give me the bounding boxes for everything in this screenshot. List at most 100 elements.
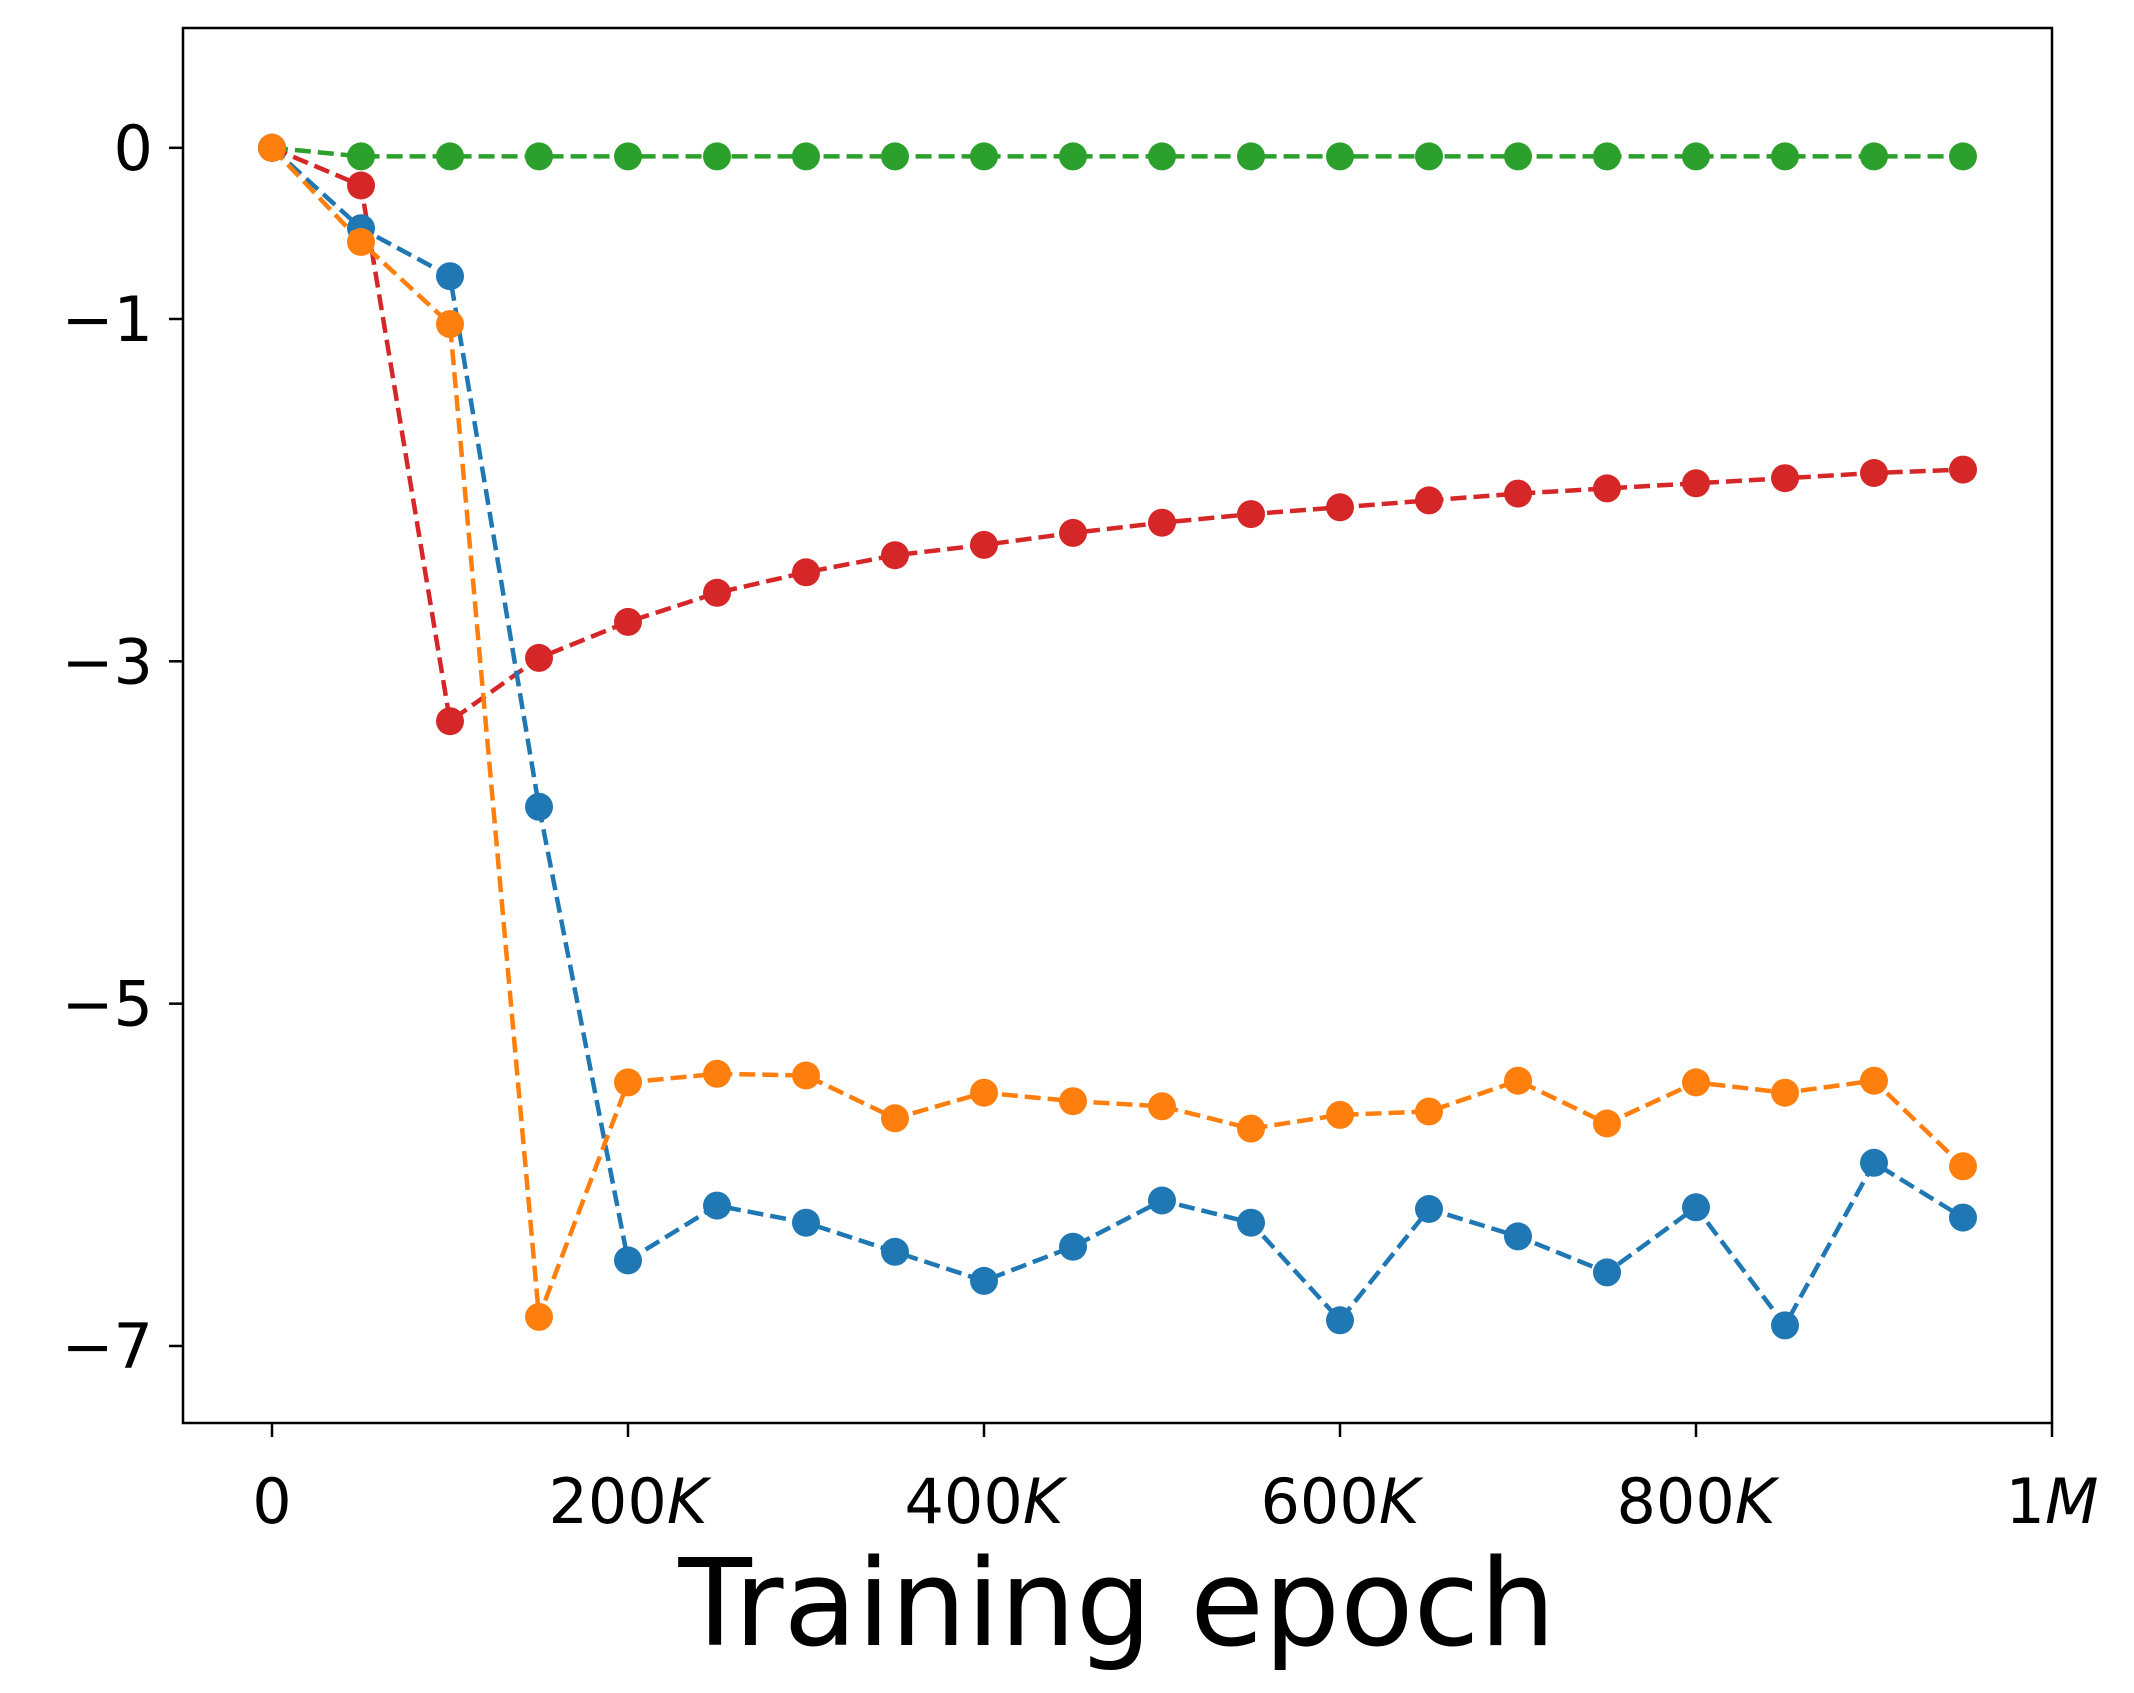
y-tick-label: 0 bbox=[114, 112, 153, 185]
series-3-point bbox=[970, 1078, 998, 1107]
y-tick-label: −7 bbox=[62, 1310, 153, 1383]
series-0-point bbox=[525, 142, 553, 171]
series-3-point bbox=[1237, 1114, 1265, 1143]
series-0-point bbox=[703, 142, 731, 171]
series-0-point bbox=[1771, 142, 1799, 171]
series-3-line bbox=[270, 146, 1965, 1318]
x-tick-label: 400K bbox=[904, 1465, 1067, 1538]
series-3-point bbox=[1860, 1066, 1888, 1095]
series-2-point bbox=[1415, 1195, 1443, 1223]
series-1-point bbox=[1949, 455, 1977, 484]
series-1-point bbox=[1860, 459, 1888, 487]
series-0-point bbox=[1326, 142, 1354, 171]
series-1-point bbox=[1148, 508, 1176, 537]
series-0-point bbox=[881, 142, 909, 171]
y-tick-label: −5 bbox=[62, 968, 153, 1041]
series-2-point bbox=[1059, 1232, 1087, 1261]
x-axis: 0 200K 400K 600K 800K 1M bbox=[252, 1423, 2098, 1538]
series-3-point bbox=[436, 310, 464, 339]
series-0-point bbox=[1415, 142, 1443, 171]
series-1-point bbox=[1593, 474, 1621, 503]
series-3-point bbox=[525, 1302, 553, 1331]
y-tick-label: −1 bbox=[62, 283, 153, 356]
plot-frame bbox=[181, 26, 2054, 1425]
series-2-point bbox=[1949, 1203, 1977, 1232]
series-2-point bbox=[436, 262, 464, 291]
x-tick-label: 600K bbox=[1260, 1465, 1423, 1538]
series-3-point bbox=[1059, 1087, 1087, 1116]
series-3-point bbox=[1326, 1100, 1354, 1129]
series-1-point bbox=[881, 541, 909, 570]
series-3-point bbox=[347, 228, 375, 256]
series-layer bbox=[258, 133, 1977, 1340]
y-tick-label: −3 bbox=[62, 625, 153, 698]
series-1-point bbox=[792, 558, 820, 587]
series-1-point bbox=[1771, 464, 1799, 493]
series-2-point bbox=[881, 1237, 909, 1266]
series-1-point bbox=[970, 530, 998, 559]
series-0 bbox=[258, 133, 1977, 171]
series-2-point bbox=[703, 1191, 731, 1220]
series-1-point bbox=[1237, 500, 1265, 529]
series-1-point bbox=[1504, 479, 1532, 508]
series-1-point bbox=[1415, 486, 1443, 515]
series-2-line bbox=[270, 146, 1965, 1330]
series-1-point bbox=[1059, 518, 1087, 547]
series-3-point bbox=[1949, 1152, 1977, 1181]
series-1-point bbox=[347, 171, 375, 200]
series-2-point bbox=[792, 1208, 820, 1237]
series-3-point bbox=[614, 1068, 642, 1097]
series-2-point bbox=[1682, 1193, 1710, 1222]
x-tick-label: 0 bbox=[252, 1465, 291, 1538]
x-tick-label: 200K bbox=[548, 1465, 711, 1538]
series-1-point bbox=[525, 643, 553, 672]
series-0-point bbox=[1593, 142, 1621, 171]
series-1 bbox=[258, 133, 1977, 736]
series-2-point bbox=[1593, 1258, 1621, 1287]
series-0-point bbox=[1504, 142, 1532, 171]
series-1-point bbox=[614, 607, 642, 636]
y-axis: 0 −1 −3 −5 −7 bbox=[62, 112, 183, 1383]
series-3-point bbox=[1771, 1078, 1799, 1107]
series-0-point bbox=[347, 142, 375, 171]
series-1-point bbox=[436, 707, 464, 736]
series-1-line bbox=[271, 145, 1964, 726]
series-2-point bbox=[1771, 1311, 1799, 1340]
series-1-point bbox=[1682, 469, 1710, 498]
x-axis-title: Training epoch bbox=[677, 1535, 1555, 1674]
series-2-point bbox=[1237, 1208, 1265, 1237]
series-3-point bbox=[1593, 1109, 1621, 1138]
x-tick-label: 1M bbox=[2006, 1465, 2099, 1538]
series-0-point bbox=[436, 142, 464, 171]
series-2-point bbox=[614, 1246, 642, 1275]
series-3-point bbox=[881, 1104, 909, 1133]
series-0-point bbox=[614, 142, 642, 171]
series-0-point bbox=[1237, 142, 1265, 171]
series-3-point bbox=[1504, 1066, 1532, 1095]
series-3-point bbox=[258, 133, 286, 162]
series-3 bbox=[258, 133, 1977, 1331]
series-0-point bbox=[1949, 142, 1977, 171]
series-0-point bbox=[970, 142, 998, 171]
series-0-point bbox=[1682, 142, 1710, 171]
series-2-point bbox=[1860, 1148, 1888, 1177]
series-3-point bbox=[1415, 1097, 1443, 1126]
series-3-point bbox=[703, 1059, 731, 1088]
series-3-point bbox=[792, 1061, 820, 1090]
series-3-point bbox=[1148, 1092, 1176, 1121]
series-0-point bbox=[1860, 142, 1888, 171]
series-1-point bbox=[703, 578, 731, 607]
series-0-point bbox=[1059, 142, 1087, 171]
series-2-point bbox=[525, 792, 553, 821]
series-1-point bbox=[1326, 493, 1354, 522]
series-2-point bbox=[1326, 1306, 1354, 1335]
series-0-point bbox=[1148, 142, 1176, 171]
series-2-point bbox=[1504, 1222, 1532, 1251]
x-tick-label: 800K bbox=[1616, 1465, 1779, 1538]
series-0-line bbox=[271, 145, 1963, 159]
series-2-point bbox=[970, 1266, 998, 1295]
series-2-point bbox=[1148, 1186, 1176, 1215]
series-0-point bbox=[792, 142, 820, 171]
